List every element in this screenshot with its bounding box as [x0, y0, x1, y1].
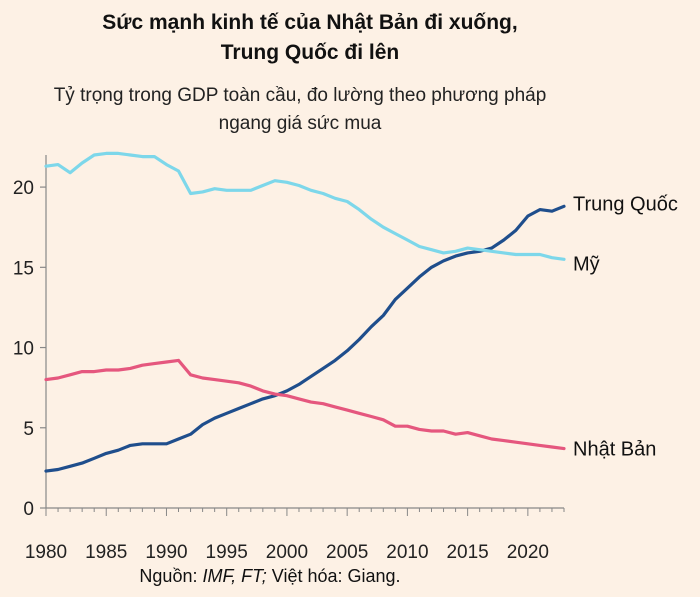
x-tick-label: 2020	[507, 542, 549, 563]
x-tick-label: 2000	[266, 542, 308, 563]
y-tick-label: 5	[23, 419, 34, 440]
x-tick-label: 1985	[85, 542, 127, 563]
x-tick-label: 1995	[206, 542, 248, 563]
y-tick-label: 20	[13, 178, 34, 199]
series-line-0	[44, 204, 566, 473]
chart-subtitle-line-1: Tỷ trọng trong GDP toàn cầu, đo lường th…	[53, 85, 547, 106]
chart-axes: 0 5 10 15 20 1980 1985 1990 1995 2000 2005 2010 2015…	[13, 155, 565, 563]
x-tick-label: 2015	[446, 542, 488, 563]
source-suffix: Việt hóa: Giang.	[266, 566, 401, 586]
series-label-1: Mỹ	[573, 253, 600, 275]
chart-title-line-2: Trung Quốc đi lên	[220, 41, 400, 64]
y-tick-label: 10	[13, 339, 34, 360]
y-tick-label: 15	[13, 258, 34, 279]
series-line-1	[44, 151, 566, 261]
series-label-0: Trung Quốc	[573, 193, 678, 215]
x-tick-label: 2005	[326, 542, 368, 563]
source-italic: IMF, FT;	[202, 566, 267, 586]
series-lines	[44, 151, 566, 473]
source-note: Nguồn: IMF, FT; Việt hóa: Giang.	[0, 566, 540, 587]
series-line-2	[44, 358, 566, 451]
series-label-2: Nhật Bản	[573, 439, 656, 461]
source-prefix: Nguồn:	[139, 566, 203, 586]
y-tick-label: 0	[23, 499, 34, 520]
chart-subtitle-line-2: ngang giá sức mua	[218, 113, 382, 134]
chart-title-line-1: Sức mạnh kinh tế của Nhật Bản đi xuống,	[102, 11, 518, 34]
x-tick-label: 1990	[145, 542, 187, 563]
series-labels: Trung Quốc Mỹ Nhật Bản	[573, 193, 678, 460]
x-tick-label: 2010	[386, 542, 428, 563]
x-tick-label: 1980	[25, 542, 67, 563]
